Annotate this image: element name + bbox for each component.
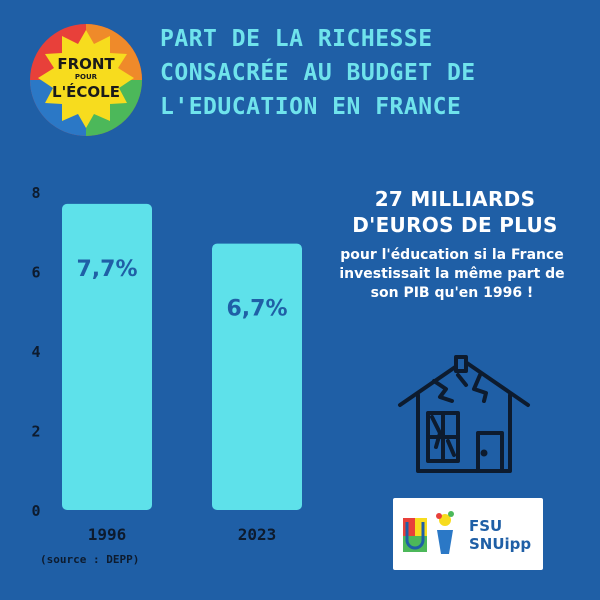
data-label-2023: 6,7% (226, 297, 287, 322)
y-axis-ticks: 0 2 4 6 8 (31, 184, 40, 520)
page-title: PART DE LA RICHESSE CONSACRÉE AU BUDGET … (160, 22, 590, 124)
bars (62, 203, 302, 511)
x-axis-labels: 1996 2023 (88, 525, 277, 544)
x-tick-label-2023: 2023 (238, 525, 277, 544)
fsu-emblem (403, 518, 427, 552)
logo-line-pour: POUR (75, 73, 98, 81)
x-tick-label-1996: 1996 (88, 525, 127, 544)
y-tick-label: 2 (31, 423, 40, 441)
y-tick-label: 6 (31, 264, 40, 282)
title-line-3: L'EDUCATION EN FRANCE (160, 94, 462, 120)
headline: 27 MILLIARDS D'EUROS DE PLUS (330, 186, 580, 238)
headline-line-1: 27 MILLIARDS (374, 187, 536, 211)
snuipp-figure (436, 511, 454, 554)
fsu-snuipp-logo: FSU SNUipp (393, 498, 543, 570)
union-logo-fsu: FSU (469, 517, 502, 535)
headline-line-2: D'EUROS DE PLUS (352, 213, 558, 237)
union-logo-snuipp: SNUipp (469, 535, 531, 553)
data-labels: 7,7% 6,7% (76, 257, 287, 322)
subtext-line-2: investissait la même part de (339, 266, 565, 282)
bar-chart: 0 2 4 6 8 7,7% 6,7% 1996 2023 (31, 184, 302, 544)
logo-line-front: FRONT (57, 55, 115, 73)
data-label-1996: 7,7% (76, 257, 137, 282)
y-tick-label: 4 (31, 343, 40, 361)
y-tick-label: 8 (31, 184, 40, 202)
bar-1996 (62, 203, 152, 511)
title-line-1: PART DE LA RICHESSE (160, 26, 433, 52)
subtext: pour l'éducation si la France investissa… (318, 246, 586, 303)
bar-2023 (212, 243, 302, 511)
subtext-line-1: pour l'éducation si la France (340, 247, 564, 263)
source-note: (source : DEPP) (40, 553, 140, 566)
y-tick-label: 0 (31, 502, 40, 520)
title-line-2: CONSACRÉE AU BUDGET DE (160, 60, 476, 86)
starburst-logo-shape (30, 24, 142, 136)
front-pour-lecole-logo: FRONT POUR L'ÉCOLE (30, 24, 142, 136)
subtext-line-3: son PIB qu'en 1996 ! (370, 285, 534, 301)
broken-house-icon (398, 355, 530, 473)
logo-line-ecole: L'ÉCOLE (52, 82, 120, 101)
